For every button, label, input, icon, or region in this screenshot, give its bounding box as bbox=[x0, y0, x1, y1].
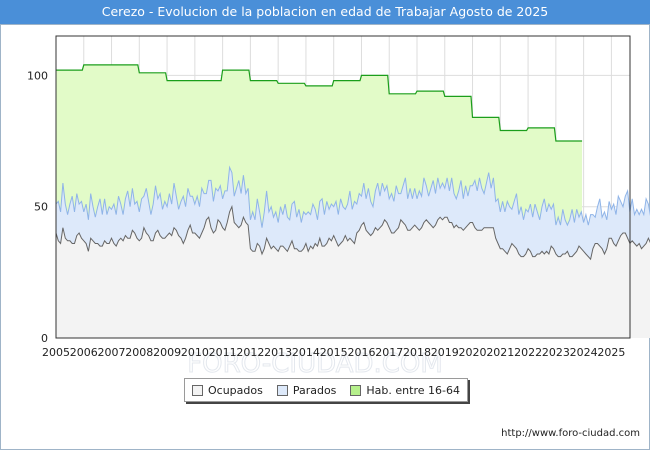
x-tick-label-2021: 2021 bbox=[486, 346, 514, 359]
x-axis: 2005 2006 2007 2008 2009 2010 2011 2012 2013 2014… bbox=[42, 346, 625, 359]
y-tick-label-100: 100 bbox=[27, 69, 48, 82]
x-tick-label-2024: 2024 bbox=[570, 346, 598, 359]
parados-swatch bbox=[276, 384, 288, 396]
y-axis: 0 50 100 bbox=[27, 69, 48, 345]
chart-title: Cerezo - Evolucion de la poblacion en ed… bbox=[0, 0, 650, 24]
x-tick-label-2009: 2009 bbox=[153, 346, 181, 359]
y-tick-label-0: 0 bbox=[41, 332, 48, 345]
legend-label-ocupados: Ocupados bbox=[207, 383, 263, 397]
x-tick-label-2025: 2025 bbox=[597, 346, 625, 359]
x-tick-label-2005: 2005 bbox=[42, 346, 70, 359]
x-tick-label-2022: 2022 bbox=[514, 346, 542, 359]
legend-item-parados: Parados bbox=[276, 383, 337, 397]
x-tick-label-2013: 2013 bbox=[264, 346, 292, 359]
legend-item-ocupados: Ocupados bbox=[191, 383, 263, 397]
ocupados-swatch bbox=[191, 384, 203, 396]
x-tick-label-2014: 2014 bbox=[292, 346, 320, 359]
watermark: FORO-CIUDAD.COM bbox=[187, 349, 443, 379]
x-tick-label-2017: 2017 bbox=[375, 346, 403, 359]
x-tick-label-2008: 2008 bbox=[125, 346, 153, 359]
x-tick-label-2006: 2006 bbox=[70, 346, 98, 359]
x-tick-label-2010: 2010 bbox=[181, 346, 209, 359]
legend-label-parados: Parados bbox=[292, 383, 337, 397]
x-tick-label-2019: 2019 bbox=[431, 346, 459, 359]
plot-border bbox=[55, 35, 631, 339]
legend-item-hab: Hab. entre 16-64 bbox=[350, 384, 460, 397]
legend: Ocupados Parados Hab. entre 16-64 bbox=[184, 378, 468, 402]
parados-line bbox=[55, 165, 650, 228]
x-tick-label-2007: 2007 bbox=[98, 346, 126, 359]
ocupados-line bbox=[55, 204, 650, 261]
y-tick-label-50: 50 bbox=[34, 201, 48, 214]
source-link[interactable]: http://www.foro-ciudad.com bbox=[501, 428, 640, 439]
ocupados-area bbox=[56, 206, 650, 338]
hab-line bbox=[56, 64, 583, 142]
hab-swatch bbox=[350, 384, 362, 396]
x-tick-label-2015: 2015 bbox=[320, 346, 348, 359]
x-tick-label-2020: 2020 bbox=[459, 346, 487, 359]
legend-label-hab: Hab. entre 16-64 bbox=[366, 383, 460, 397]
x-tick-label-2011: 2011 bbox=[209, 346, 237, 359]
x-tick-label-2023: 2023 bbox=[542, 346, 570, 359]
x-tick-label-2016: 2016 bbox=[347, 346, 375, 359]
x-tick-label-2012: 2012 bbox=[236, 346, 264, 359]
x-tick-label-2018: 2018 bbox=[403, 346, 431, 359]
